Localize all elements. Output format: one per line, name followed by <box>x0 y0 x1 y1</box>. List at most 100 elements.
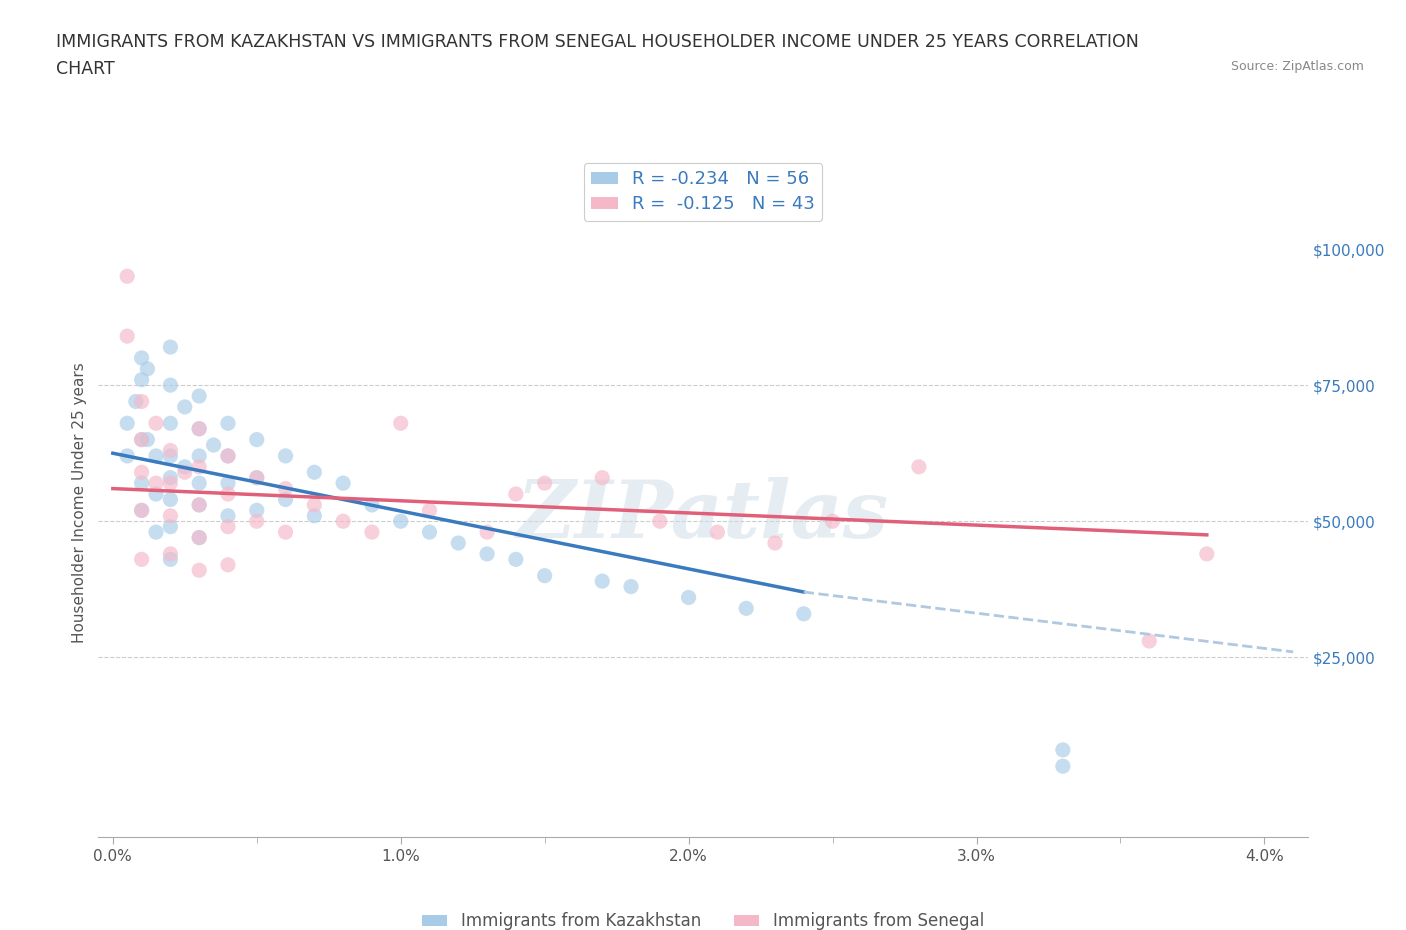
Point <box>274 492 297 507</box>
Point <box>475 547 498 562</box>
Point <box>447 536 470 551</box>
Point <box>136 362 159 377</box>
Point <box>159 492 181 507</box>
Point <box>115 269 138 284</box>
Point <box>217 448 239 463</box>
Point <box>274 481 297 496</box>
Point <box>131 476 153 491</box>
Point <box>361 525 384 539</box>
Point <box>173 400 195 415</box>
Point <box>145 448 167 463</box>
Point <box>505 551 527 566</box>
Point <box>620 579 643 594</box>
Point <box>1137 633 1160 648</box>
Point <box>418 503 440 518</box>
Point <box>505 486 527 501</box>
Text: IMMIGRANTS FROM KAZAKHSTAN VS IMMIGRANTS FROM SENEGAL HOUSEHOLDER INCOME UNDER 2: IMMIGRANTS FROM KAZAKHSTAN VS IMMIGRANTS… <box>56 33 1139 50</box>
Point <box>131 351 153 365</box>
Point <box>648 513 671 528</box>
Point <box>159 378 181 392</box>
Point <box>188 459 211 474</box>
Point <box>821 513 844 528</box>
Point <box>274 525 297 539</box>
Point <box>217 557 239 572</box>
Point <box>246 471 269 485</box>
Point <box>188 530 211 545</box>
Point <box>793 606 815 621</box>
Text: ZIPatlas: ZIPatlas <box>517 477 889 554</box>
Point <box>1052 742 1074 757</box>
Point <box>332 476 354 491</box>
Point <box>217 416 239 431</box>
Point <box>159 476 181 491</box>
Point <box>217 486 239 501</box>
Point <box>533 476 555 491</box>
Point <box>217 448 239 463</box>
Point <box>131 394 153 409</box>
Point <box>159 416 181 431</box>
Point <box>159 547 181 562</box>
Point <box>173 465 195 480</box>
Point <box>304 509 326 524</box>
Point <box>246 513 269 528</box>
Point <box>159 519 181 534</box>
Point <box>304 498 326 512</box>
Point <box>591 471 613 485</box>
Point <box>145 525 167 539</box>
Point <box>131 503 153 518</box>
Point <box>188 498 211 512</box>
Point <box>115 448 138 463</box>
Point <box>188 421 211 436</box>
Point <box>246 432 269 447</box>
Point <box>188 448 211 463</box>
Point <box>188 530 211 545</box>
Y-axis label: Householder Income Under 25 years: Householder Income Under 25 years <box>72 362 87 643</box>
Point <box>159 339 181 354</box>
Point <box>763 536 786 551</box>
Point <box>533 568 555 583</box>
Point <box>202 438 225 453</box>
Point <box>246 503 269 518</box>
Point <box>159 471 181 485</box>
Point <box>136 432 159 447</box>
Point <box>188 421 211 436</box>
Point <box>217 519 239 534</box>
Point <box>145 486 167 501</box>
Point <box>131 432 153 447</box>
Point <box>1052 759 1074 774</box>
Text: Source: ZipAtlas.com: Source: ZipAtlas.com <box>1230 60 1364 73</box>
Point <box>131 503 153 518</box>
Point <box>115 328 138 343</box>
Point <box>475 525 498 539</box>
Point <box>246 471 269 485</box>
Point <box>188 476 211 491</box>
Point <box>131 551 153 566</box>
Point <box>131 372 153 387</box>
Point <box>131 465 153 480</box>
Point <box>188 389 211 404</box>
Point <box>159 448 181 463</box>
Point <box>332 513 354 528</box>
Point <box>361 498 384 512</box>
Point <box>304 465 326 480</box>
Point <box>217 509 239 524</box>
Point <box>735 601 758 616</box>
Point <box>159 551 181 566</box>
Point <box>908 459 931 474</box>
Legend: Immigrants from Kazakhstan, Immigrants from Senegal: Immigrants from Kazakhstan, Immigrants f… <box>416 906 990 930</box>
Point <box>591 574 613 589</box>
Point <box>678 590 700 604</box>
Point <box>217 476 239 491</box>
Point <box>418 525 440 539</box>
Point <box>125 394 148 409</box>
Point <box>188 563 211 578</box>
Text: CHART: CHART <box>56 60 115 78</box>
Point <box>173 459 195 474</box>
Point <box>145 476 167 491</box>
Point <box>131 432 153 447</box>
Point <box>389 416 412 431</box>
Point <box>145 416 167 431</box>
Point <box>1195 547 1218 562</box>
Point <box>274 448 297 463</box>
Point <box>389 513 412 528</box>
